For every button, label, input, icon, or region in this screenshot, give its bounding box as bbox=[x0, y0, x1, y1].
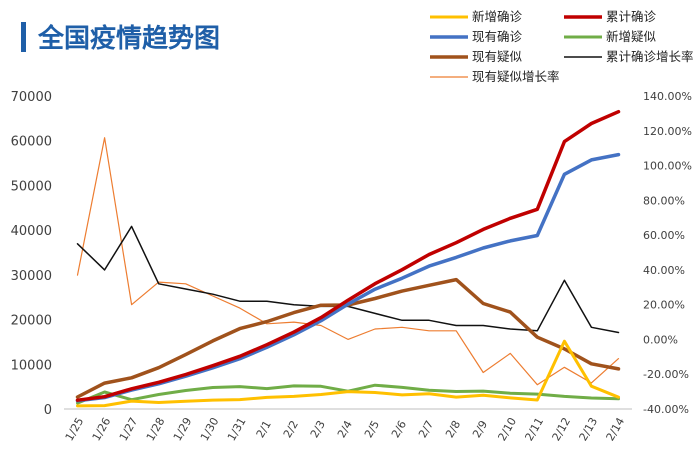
right-axis-tick-label: 20.00% bbox=[643, 299, 685, 312]
left-axis-tick-label: 20000 bbox=[11, 314, 52, 329]
left-axis-tick-label: 30000 bbox=[11, 269, 52, 284]
legend-label-5: 累计确诊增长率 bbox=[606, 49, 694, 64]
right-axis-tick-label: -40.00% bbox=[643, 403, 689, 416]
right-axis-tick-label: 100.00% bbox=[643, 160, 692, 173]
right-axis-tick-label: -20.00% bbox=[643, 368, 689, 381]
legend-label-3: 新增疑似 bbox=[606, 29, 657, 44]
left-axis-tick-label: 40000 bbox=[11, 224, 52, 239]
left-axis-tick-label: 60000 bbox=[11, 135, 52, 150]
legend-label-0: 新增确诊 bbox=[472, 9, 523, 24]
right-axis-tick-label: 140.00% bbox=[643, 90, 692, 103]
legend-label-2: 现有确诊 bbox=[472, 29, 523, 44]
legend-label-6: 现有疑似增长率 bbox=[472, 69, 560, 84]
right-axis-tick-label: 40.00% bbox=[643, 264, 685, 277]
legend-label-1: 累计确诊 bbox=[606, 9, 657, 24]
chart-title: 全国疫情趋势图 bbox=[37, 23, 220, 54]
left-axis-tick-label: 0 bbox=[44, 403, 52, 418]
legend-label-4: 现有疑似 bbox=[472, 49, 523, 64]
left-axis: 0 10000 20000 30000 40000 50000 60000 70000 bbox=[11, 90, 52, 418]
right-axis-tick-label: 120.00% bbox=[643, 125, 692, 138]
series-line-1 bbox=[75, 109, 621, 402]
right-axis: -40.00% -20.00% 0.00% 20.00% 40.00% 60.00% 80.… bbox=[643, 90, 692, 416]
left-axis-tick-label: 50000 bbox=[11, 179, 52, 194]
series-line-0 bbox=[76, 339, 620, 408]
right-axis-tick-label: 0.00% bbox=[643, 333, 678, 346]
series-line-6 bbox=[76, 137, 620, 386]
left-axis-tick-label: 10000 bbox=[11, 358, 52, 373]
right-axis-tick-label: 80.00% bbox=[643, 194, 685, 207]
right-axis-tick-label: 60.00% bbox=[643, 229, 685, 242]
title-accent-bar bbox=[21, 22, 26, 52]
left-axis-tick-label: 70000 bbox=[11, 90, 52, 105]
plot-area bbox=[75, 109, 621, 408]
